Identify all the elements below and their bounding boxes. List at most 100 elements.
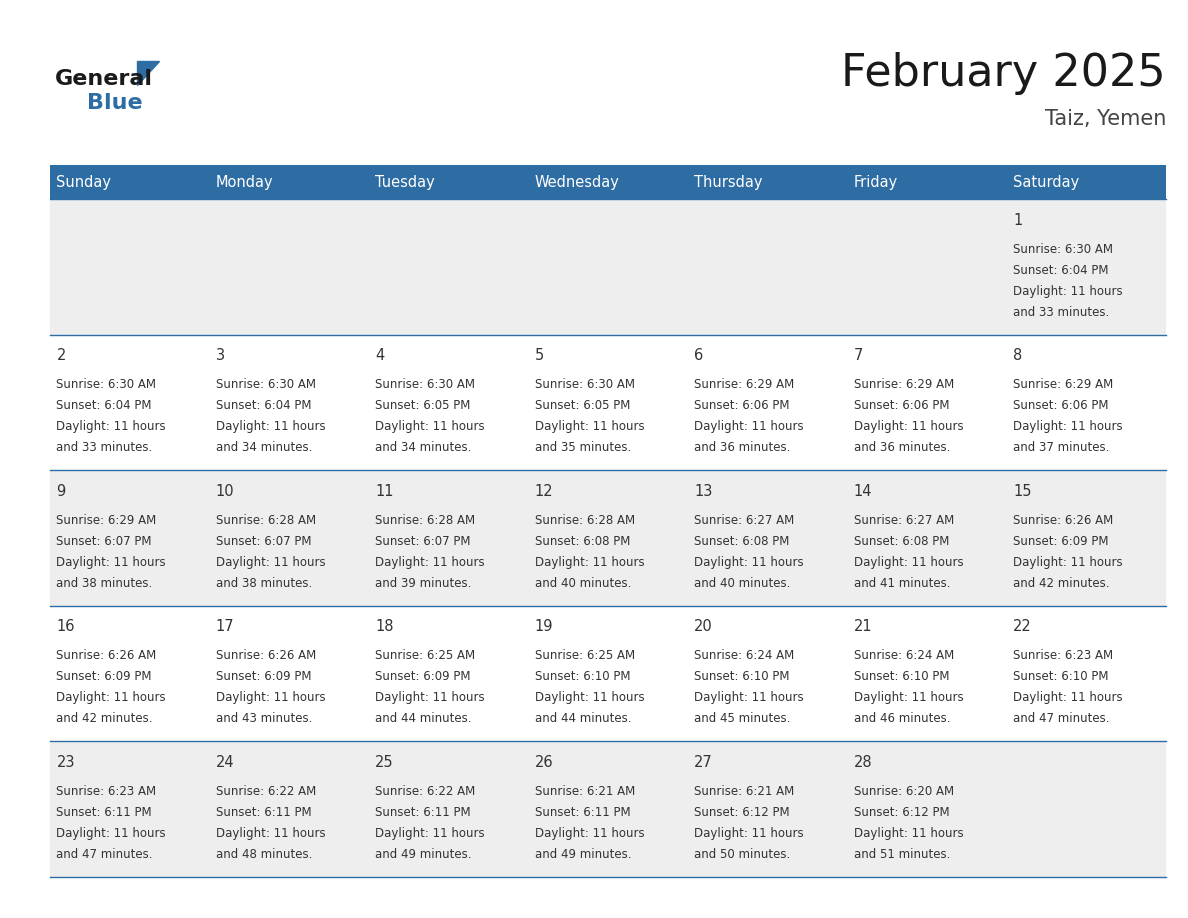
Text: 26: 26 xyxy=(535,755,554,770)
Text: Sunset: 6:11 PM: Sunset: 6:11 PM xyxy=(56,806,152,819)
Text: Sunset: 6:12 PM: Sunset: 6:12 PM xyxy=(853,806,949,819)
Text: Wednesday: Wednesday xyxy=(535,174,619,190)
Text: and 40 minutes.: and 40 minutes. xyxy=(694,577,790,589)
Text: 28: 28 xyxy=(853,755,872,770)
Text: Daylight: 11 hours: Daylight: 11 hours xyxy=(853,420,963,433)
Text: and 37 minutes.: and 37 minutes. xyxy=(1013,441,1110,454)
Text: Sunset: 6:06 PM: Sunset: 6:06 PM xyxy=(694,399,790,412)
Text: Sunset: 6:06 PM: Sunset: 6:06 PM xyxy=(853,399,949,412)
Text: Sunrise: 6:30 AM: Sunrise: 6:30 AM xyxy=(56,378,157,391)
Text: Blue: Blue xyxy=(87,93,143,113)
Text: and 42 minutes.: and 42 minutes. xyxy=(56,712,153,725)
Text: Daylight: 11 hours: Daylight: 11 hours xyxy=(535,420,644,433)
Text: and 43 minutes.: and 43 minutes. xyxy=(216,712,312,725)
Text: and 49 minutes.: and 49 minutes. xyxy=(535,847,631,860)
Text: Daylight: 11 hours: Daylight: 11 hours xyxy=(56,420,166,433)
Text: Sunrise: 6:28 AM: Sunrise: 6:28 AM xyxy=(375,513,475,527)
Text: Sunset: 6:08 PM: Sunset: 6:08 PM xyxy=(853,534,949,547)
Text: Daylight: 11 hours: Daylight: 11 hours xyxy=(535,826,644,840)
Text: Sunset: 6:06 PM: Sunset: 6:06 PM xyxy=(1013,399,1108,412)
Text: Daylight: 11 hours: Daylight: 11 hours xyxy=(216,691,326,704)
Text: 10: 10 xyxy=(216,484,234,498)
Bar xyxy=(50,470,1165,606)
Text: and 36 minutes.: and 36 minutes. xyxy=(853,441,950,454)
Text: Sunset: 6:07 PM: Sunset: 6:07 PM xyxy=(216,534,311,547)
Text: Daylight: 11 hours: Daylight: 11 hours xyxy=(694,826,804,840)
Text: Sunset: 6:04 PM: Sunset: 6:04 PM xyxy=(1013,263,1108,276)
Text: and 38 minutes.: and 38 minutes. xyxy=(216,577,312,589)
Text: Daylight: 11 hours: Daylight: 11 hours xyxy=(216,555,326,568)
Text: Sunset: 6:11 PM: Sunset: 6:11 PM xyxy=(535,806,631,819)
Text: 7: 7 xyxy=(853,348,862,364)
Bar xyxy=(847,165,1006,199)
Text: Sunset: 6:04 PM: Sunset: 6:04 PM xyxy=(216,399,311,412)
Text: Sunrise: 6:29 AM: Sunrise: 6:29 AM xyxy=(56,513,157,527)
Text: 16: 16 xyxy=(56,620,75,634)
Text: and 49 minutes.: and 49 minutes. xyxy=(375,847,472,860)
Text: 3: 3 xyxy=(216,348,225,364)
Text: 14: 14 xyxy=(853,484,872,498)
Text: Sunrise: 6:30 AM: Sunrise: 6:30 AM xyxy=(375,378,475,391)
Text: Monday: Monday xyxy=(216,174,273,190)
Text: 21: 21 xyxy=(853,620,872,634)
Text: and 48 minutes.: and 48 minutes. xyxy=(216,847,312,860)
Text: Sunset: 6:08 PM: Sunset: 6:08 PM xyxy=(535,534,630,547)
Text: Daylight: 11 hours: Daylight: 11 hours xyxy=(375,420,485,433)
Text: Sunrise: 6:30 AM: Sunrise: 6:30 AM xyxy=(535,378,634,391)
Text: Sunrise: 6:26 AM: Sunrise: 6:26 AM xyxy=(56,649,157,662)
Text: Sunrise: 6:22 AM: Sunrise: 6:22 AM xyxy=(216,785,316,798)
Text: and 47 minutes.: and 47 minutes. xyxy=(1013,712,1110,725)
Text: 27: 27 xyxy=(694,755,713,770)
Text: Sunrise: 6:26 AM: Sunrise: 6:26 AM xyxy=(216,649,316,662)
Text: Sunrise: 6:30 AM: Sunrise: 6:30 AM xyxy=(216,378,316,391)
Text: Daylight: 11 hours: Daylight: 11 hours xyxy=(535,691,644,704)
Text: Sunset: 6:10 PM: Sunset: 6:10 PM xyxy=(535,670,630,683)
Text: 20: 20 xyxy=(694,620,713,634)
Text: Sunrise: 6:27 AM: Sunrise: 6:27 AM xyxy=(694,513,795,527)
Text: 19: 19 xyxy=(535,620,554,634)
Text: and 39 minutes.: and 39 minutes. xyxy=(375,577,472,589)
Bar xyxy=(688,165,847,199)
Text: Sunrise: 6:28 AM: Sunrise: 6:28 AM xyxy=(216,513,316,527)
Text: 5: 5 xyxy=(535,348,544,364)
Text: Sunset: 6:07 PM: Sunset: 6:07 PM xyxy=(56,534,152,547)
Text: Daylight: 11 hours: Daylight: 11 hours xyxy=(694,691,804,704)
Text: Sunrise: 6:27 AM: Sunrise: 6:27 AM xyxy=(853,513,954,527)
Text: Sunset: 6:12 PM: Sunset: 6:12 PM xyxy=(694,806,790,819)
Bar xyxy=(368,165,529,199)
Text: Daylight: 11 hours: Daylight: 11 hours xyxy=(56,555,166,568)
Text: 9: 9 xyxy=(56,484,65,498)
Text: Sunset: 6:05 PM: Sunset: 6:05 PM xyxy=(535,399,630,412)
Text: and 41 minutes.: and 41 minutes. xyxy=(853,577,950,589)
Bar xyxy=(50,741,1165,877)
Text: Sunrise: 6:21 AM: Sunrise: 6:21 AM xyxy=(694,785,795,798)
Text: Daylight: 11 hours: Daylight: 11 hours xyxy=(56,691,166,704)
Text: Sunset: 6:09 PM: Sunset: 6:09 PM xyxy=(216,670,311,683)
Text: Saturday: Saturday xyxy=(1013,174,1079,190)
Text: 4: 4 xyxy=(375,348,385,364)
Text: and 33 minutes.: and 33 minutes. xyxy=(1013,306,1110,319)
Text: 22: 22 xyxy=(1013,620,1031,634)
Text: and 50 minutes.: and 50 minutes. xyxy=(694,847,790,860)
Text: Sunset: 6:04 PM: Sunset: 6:04 PM xyxy=(56,399,152,412)
Text: Sunrise: 6:24 AM: Sunrise: 6:24 AM xyxy=(694,649,795,662)
Text: Thursday: Thursday xyxy=(694,174,763,190)
Text: Sunset: 6:07 PM: Sunset: 6:07 PM xyxy=(375,534,470,547)
Text: 18: 18 xyxy=(375,620,393,634)
Text: Sunrise: 6:26 AM: Sunrise: 6:26 AM xyxy=(1013,513,1113,527)
Text: and 45 minutes.: and 45 minutes. xyxy=(694,712,790,725)
Text: Sunrise: 6:24 AM: Sunrise: 6:24 AM xyxy=(853,649,954,662)
Text: 17: 17 xyxy=(216,620,234,634)
Text: 23: 23 xyxy=(56,755,75,770)
Text: 15: 15 xyxy=(1013,484,1031,498)
Text: and 34 minutes.: and 34 minutes. xyxy=(216,441,312,454)
Text: Sunset: 6:10 PM: Sunset: 6:10 PM xyxy=(1013,670,1108,683)
Bar xyxy=(50,165,209,199)
Text: Daylight: 11 hours: Daylight: 11 hours xyxy=(1013,691,1123,704)
Text: and 35 minutes.: and 35 minutes. xyxy=(535,441,631,454)
Text: Daylight: 11 hours: Daylight: 11 hours xyxy=(853,691,963,704)
Text: 8: 8 xyxy=(1013,348,1022,364)
Text: Sunrise: 6:29 AM: Sunrise: 6:29 AM xyxy=(694,378,795,391)
Text: Sunrise: 6:23 AM: Sunrise: 6:23 AM xyxy=(1013,649,1113,662)
Text: Sunday: Sunday xyxy=(56,174,112,190)
